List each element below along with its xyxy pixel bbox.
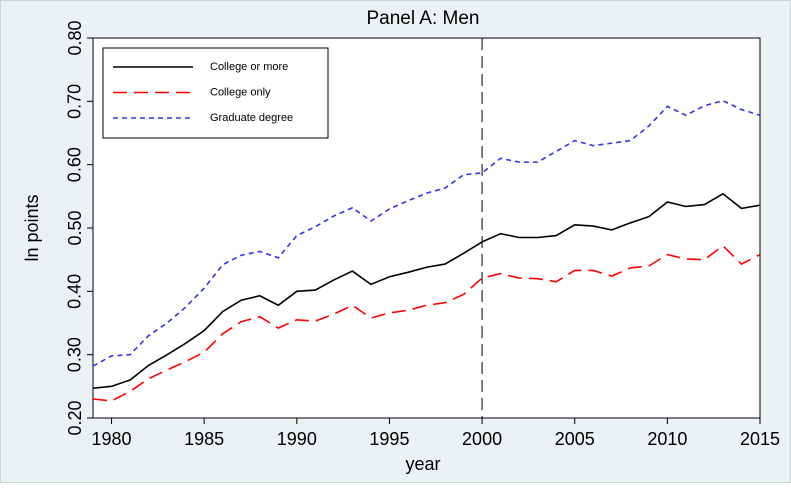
legend-label: College only [210,86,271,98]
y-tick-label: 0.30 [65,337,85,372]
legend-label: College or more [210,61,288,73]
y-tick-label: 0.80 [65,20,85,55]
y-tick-label: 0.70 [65,84,85,119]
y-tick-label: 0.50 [65,210,85,245]
series-line [92,192,761,390]
x-tick-label: 2000 [462,429,502,449]
y-tick-label: 0.60 [65,147,85,182]
series-line [92,244,761,402]
x-tick-label: 2005 [555,429,595,449]
y-tick-label: 0.20 [65,400,85,435]
x-tick-label: 1995 [369,429,409,449]
series-line [92,99,761,367]
x-tick-label: 1985 [184,429,224,449]
chart-title: Panel A: Men [366,8,479,29]
y-axis-label: ln points [22,194,42,261]
x-tick-label: 1990 [277,429,317,449]
x-tick-label: 2015 [740,429,780,449]
y-tick-label: 0.40 [65,274,85,309]
x-axis-label: year [405,454,440,474]
x-tick-label: 1980 [92,429,132,449]
legend-label: Graduate degree [210,112,293,124]
x-tick-label: 2010 [647,429,687,449]
